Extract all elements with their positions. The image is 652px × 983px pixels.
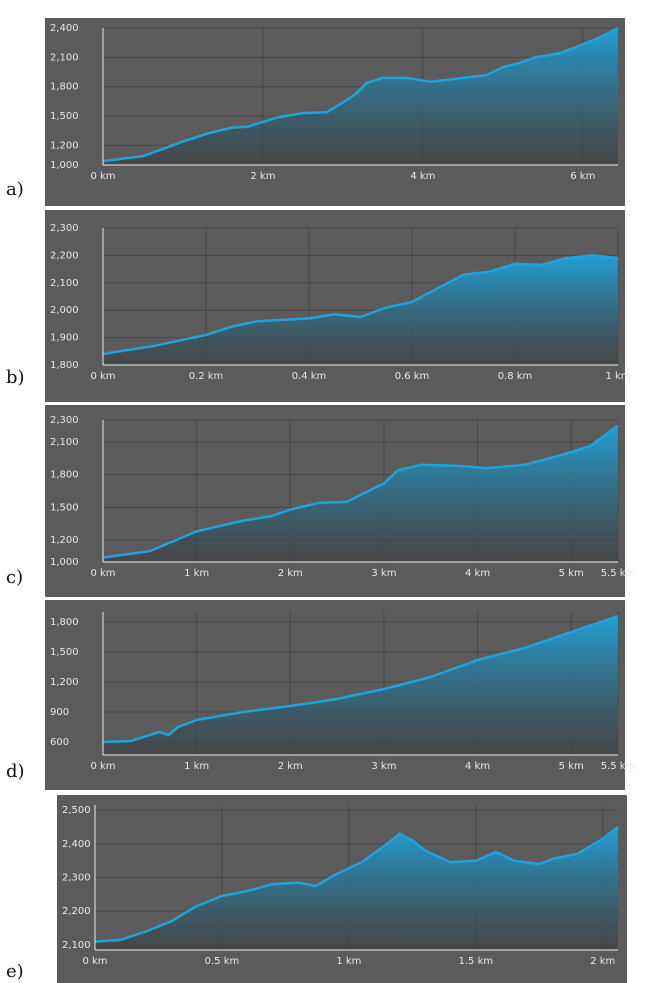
elevation-area [103, 425, 618, 562]
x-tick-label: 3 km [371, 568, 396, 579]
y-tick-label: 1,200 [50, 677, 79, 688]
y-tick-label: 1,800 [50, 470, 79, 481]
x-tick-label: 0.6 km [395, 371, 430, 382]
elevation-line [102, 254, 619, 356]
elevation-area [95, 826, 618, 950]
x-tick-label: 0 km [82, 956, 107, 967]
y-tick-label: 600 [50, 737, 69, 748]
y-tick-label: 1,200 [50, 535, 79, 546]
panel-label: d) [6, 761, 25, 782]
y-tick-label: 1,800 [50, 82, 79, 93]
y-tick-label: 1,800 [50, 617, 79, 628]
y-tick-label: 2,200 [50, 250, 79, 261]
y-tick-label: 2,300 [50, 223, 79, 234]
x-tick-label: 1 km [605, 371, 630, 382]
x-tick-label: 0.2 km [189, 371, 224, 382]
y-tick-label: 2,100 [62, 940, 91, 951]
y-tick-label: 1,500 [50, 502, 79, 513]
x-tick-label: 5 km [559, 568, 584, 579]
y-tick-label: 2,500 [62, 805, 91, 816]
x-tick-label: 2 km [250, 171, 275, 182]
x-tick-label: 5.5 km [601, 568, 636, 579]
x-tick-label: 2 km [278, 568, 303, 579]
elevation-line [102, 26, 619, 163]
y-tick-label: 1,500 [50, 647, 79, 658]
panel-label: c) [6, 567, 23, 588]
y-tick-label: 2,100 [50, 278, 79, 289]
elevation-line [94, 825, 619, 943]
x-tick-label: 1.5 km [459, 956, 494, 967]
elevation-line [102, 424, 619, 559]
y-tick-label: 2,000 [50, 305, 79, 316]
x-tick-label: 0 km [90, 568, 115, 579]
y-tick-label: 1,000 [50, 557, 79, 568]
x-tick-label: 4 km [465, 761, 490, 772]
x-tick-label: 6 km [570, 171, 595, 182]
elevation-area [103, 255, 618, 365]
y-tick-label: 2,300 [50, 415, 79, 426]
x-tick-label: 3 km [371, 761, 396, 772]
y-tick-label: 2,300 [62, 873, 91, 884]
x-tick-label: 1 km [336, 956, 361, 967]
x-tick-label: 1 km [184, 761, 209, 772]
x-tick-label: 5 km [559, 761, 584, 772]
y-tick-label: 1,000 [50, 160, 79, 171]
y-tick-label: 900 [50, 707, 69, 718]
x-tick-label: 1 km [184, 568, 209, 579]
elevation-line [102, 614, 619, 744]
y-tick-label: 2,400 [62, 839, 91, 850]
x-tick-label: 5.5 km [601, 761, 636, 772]
x-tick-label: 0.8 km [498, 371, 533, 382]
y-tick-label: 2,100 [50, 52, 79, 63]
x-tick-label: 0 km [90, 761, 115, 772]
y-tick-label: 2,100 [50, 437, 79, 448]
panel-label: a) [6, 179, 24, 200]
y-tick-label: 2,200 [62, 906, 91, 917]
x-tick-label: 4 km [410, 171, 435, 182]
x-tick-label: 4 km [465, 568, 490, 579]
y-tick-label: 1,500 [50, 111, 79, 122]
x-tick-label: 0.5 km [205, 956, 240, 967]
elevation-area [103, 28, 618, 165]
elevation-area [103, 616, 618, 755]
y-tick-label: 1,900 [50, 333, 79, 344]
y-tick-label: 1,800 [50, 360, 79, 371]
y-tick-label: 1,200 [50, 140, 79, 151]
x-tick-label: 0.4 km [292, 371, 327, 382]
x-tick-label: 0 km [90, 371, 115, 382]
x-tick-label: 2 km [590, 956, 615, 967]
panel-label: b) [6, 367, 25, 388]
x-tick-label: 2 km [278, 761, 303, 772]
y-tick-label: 2,400 [50, 23, 79, 34]
panel-label: e) [6, 961, 24, 982]
x-tick-label: 0 km [90, 171, 115, 182]
